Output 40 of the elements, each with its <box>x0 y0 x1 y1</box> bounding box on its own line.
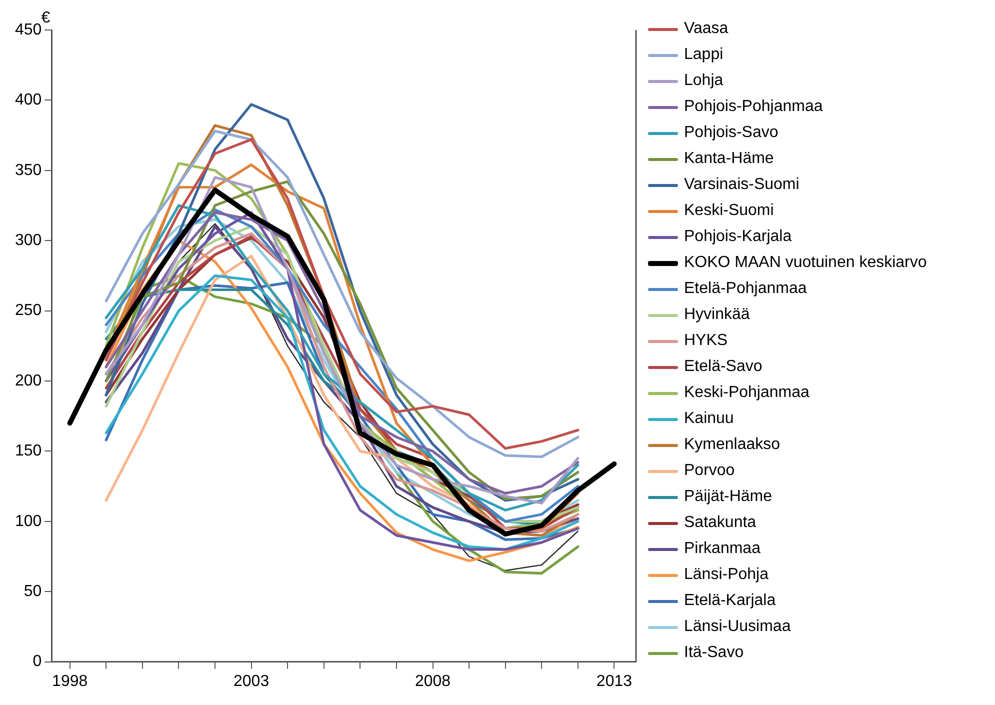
y-tick-label: 50 <box>24 583 42 600</box>
y-tick-label: 400 <box>14 92 42 109</box>
legend-label: Kainuu <box>684 410 734 428</box>
legend-label: Keski-Pohjanmaa <box>684 384 810 402</box>
y-tick-label: 150 <box>14 442 42 460</box>
y-tick-label: 350 <box>14 162 42 179</box>
x-tick-label: 2008 <box>414 672 451 690</box>
legend-label: Etelä-Karjala <box>684 592 776 610</box>
legend-label: Keski-Suomi <box>684 202 774 220</box>
y-tick-label: 0 <box>32 653 42 670</box>
y-axis-title: € <box>41 9 50 26</box>
legend-label: Itä-Savo <box>684 644 744 662</box>
x-tick-label: 2003 <box>234 672 270 690</box>
legend-label: Kymenlaakso <box>684 436 780 454</box>
legend-label: Etelä-Savo <box>684 358 762 376</box>
legend-label: KOKO MAAN vuotuinen keskiarvo <box>684 254 927 272</box>
legend-label: Länsi-Uusimaa <box>684 618 791 636</box>
legend-label: Lohja <box>684 72 724 90</box>
legend-label: Kanta-Häme <box>684 150 774 168</box>
legend-label: Satakunta <box>684 514 756 532</box>
legend-label: Pohjois-Karjala <box>684 228 792 246</box>
legend-label: Vaasa <box>684 20 728 38</box>
legend-label: Päijät-Häme <box>684 488 772 506</box>
legend-label: Varsinais-Suomi <box>684 176 800 194</box>
legend-label: Pohjois-Savo <box>684 124 778 142</box>
y-tick-label: 450 <box>14 21 42 38</box>
legend-label: Hyvinkää <box>684 306 750 324</box>
x-tick-label: 2013 <box>596 672 632 690</box>
legend-label: Lappi <box>684 46 724 64</box>
legend-label: Etelä-Pohjanmaa <box>684 280 807 298</box>
legend-label: Pirkanmaa <box>684 540 760 558</box>
legend-label: Länsi-Pohja <box>684 566 768 584</box>
legend-label: Pohjois-Pohjanmaa <box>684 98 823 116</box>
legend-label: Porvoo <box>684 462 735 480</box>
y-tick-label: 300 <box>14 232 42 250</box>
y-tick-label: 250 <box>14 302 42 320</box>
y-tick-label: 200 <box>14 372 42 390</box>
legend-label: HYKS <box>684 332 728 350</box>
y-tick-label: 100 <box>14 512 42 530</box>
x-tick-label: 1998 <box>52 672 88 690</box>
